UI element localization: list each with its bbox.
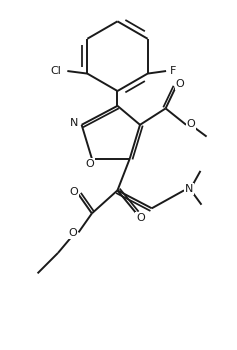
Text: N: N (185, 184, 193, 194)
Text: Cl: Cl (51, 66, 62, 76)
Text: F: F (170, 66, 176, 76)
Text: O: O (85, 159, 94, 169)
Text: N: N (70, 118, 79, 128)
Text: O: O (176, 79, 184, 89)
Text: O: O (136, 212, 145, 223)
Text: O: O (68, 229, 77, 238)
Text: O: O (69, 187, 78, 197)
Text: O: O (187, 119, 196, 129)
